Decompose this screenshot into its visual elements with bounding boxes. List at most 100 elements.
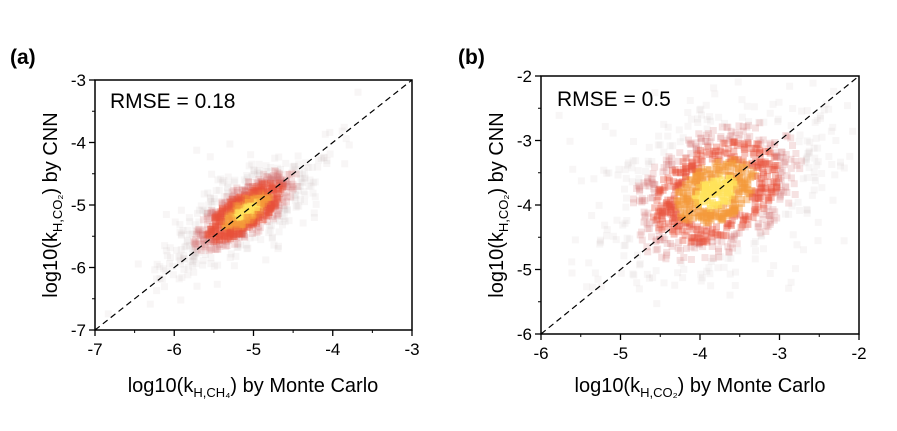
scatter-point	[214, 245, 222, 253]
scatter-point	[211, 236, 219, 244]
scatter-point	[208, 228, 216, 235]
scatter-point	[783, 189, 791, 196]
scatter-point	[650, 185, 658, 193]
scatter-point	[223, 193, 231, 201]
scatter-point	[721, 119, 728, 127]
scatter-point	[728, 207, 736, 214]
scatter-point	[258, 187, 265, 194]
scatter-point	[726, 132, 734, 140]
scatter-point	[214, 214, 222, 222]
scatter-point	[720, 202, 727, 210]
scatter-point	[153, 275, 160, 283]
scatter-point	[260, 185, 268, 193]
scatter-point	[683, 244, 691, 252]
scatter-point	[211, 198, 218, 206]
scatter-point	[269, 191, 277, 198]
scatter-point	[671, 215, 679, 223]
scatter-point	[693, 209, 701, 217]
scatter-point	[709, 225, 717, 233]
scatter-point	[731, 156, 739, 164]
scatter-point	[732, 164, 740, 172]
scatter-point	[756, 149, 764, 157]
scatter-point	[210, 226, 218, 234]
scatter-point	[175, 253, 183, 261]
scatter-point	[664, 208, 672, 216]
scatter-point	[207, 210, 215, 218]
scatter-point	[666, 176, 673, 184]
scatter-point	[664, 174, 672, 182]
scatter-point	[275, 170, 283, 178]
scatter-points-b	[555, 78, 857, 308]
scatter-point	[759, 136, 767, 144]
scatter-point	[754, 203, 762, 211]
scatter-point	[235, 233, 243, 241]
scatter-point	[752, 206, 760, 214]
scatter-point	[238, 229, 246, 237]
scatter-point	[242, 220, 250, 228]
scatter-point	[211, 223, 219, 231]
scatter-point	[698, 214, 706, 222]
scatter-point	[731, 232, 739, 240]
scatter-points-a	[104, 88, 362, 318]
scatter-point	[723, 123, 731, 131]
scatter-point	[312, 200, 320, 208]
scatter-point	[226, 235, 234, 243]
scatter-point	[258, 179, 266, 187]
scatter-point	[659, 234, 667, 241]
scatter-point	[259, 180, 266, 188]
scatter-point	[706, 205, 714, 212]
scatter-point	[706, 211, 714, 219]
scatter-point	[193, 227, 201, 235]
scatter-point	[590, 175, 598, 183]
scatter-point	[630, 195, 638, 203]
x-axis-label-b-suffix: ) by Monte Carlo	[678, 375, 826, 397]
scatter-point	[679, 236, 687, 244]
scatter-point	[642, 167, 649, 175]
scatter-point	[683, 197, 691, 205]
scatter-point	[653, 212, 661, 220]
scatter-point	[193, 282, 201, 290]
scatter-point	[265, 203, 273, 211]
scatter-point	[683, 167, 691, 175]
scatter-point	[267, 204, 275, 212]
scatter-point	[218, 198, 226, 206]
scatter-point	[694, 150, 702, 158]
scatter-point	[268, 185, 276, 192]
scatter-point	[243, 192, 251, 199]
scatter-point	[759, 160, 767, 168]
scatter-point	[655, 185, 663, 193]
scatter-point	[273, 210, 281, 218]
scatter-point	[776, 195, 784, 203]
scatter-point	[724, 209, 732, 217]
scatter-point	[218, 216, 226, 224]
scatter-point	[676, 168, 684, 176]
scatter-point	[728, 132, 736, 139]
scatter-point	[589, 283, 597, 291]
scatter-point	[601, 221, 609, 229]
scatter-point	[754, 194, 762, 201]
scatter-point	[223, 242, 231, 249]
scatter-point	[670, 202, 677, 210]
y-axis-label-a: log10(kH,CO₂) by CNN	[40, 112, 65, 297]
scatter-point	[700, 227, 708, 235]
scatter-point	[697, 137, 705, 145]
scatter-point	[722, 161, 730, 169]
scatter-point	[672, 206, 680, 214]
x-tick-label: -4	[325, 340, 340, 359]
scatter-point	[750, 207, 758, 215]
scatter-point	[687, 115, 695, 123]
scatter-point	[230, 178, 238, 186]
scatter-point	[690, 209, 698, 216]
scatter-point	[674, 203, 682, 211]
scatter-point	[731, 208, 739, 216]
scatter-point	[270, 195, 278, 203]
scatter-point	[697, 277, 705, 285]
scatter-point	[248, 213, 256, 221]
scatter-point	[704, 180, 712, 188]
scatter-point	[585, 259, 593, 267]
scatter-point	[703, 236, 711, 244]
scatter-point	[814, 144, 822, 152]
scatter-point	[699, 176, 707, 184]
scatter-point	[744, 139, 752, 147]
scatter-point	[189, 245, 197, 253]
